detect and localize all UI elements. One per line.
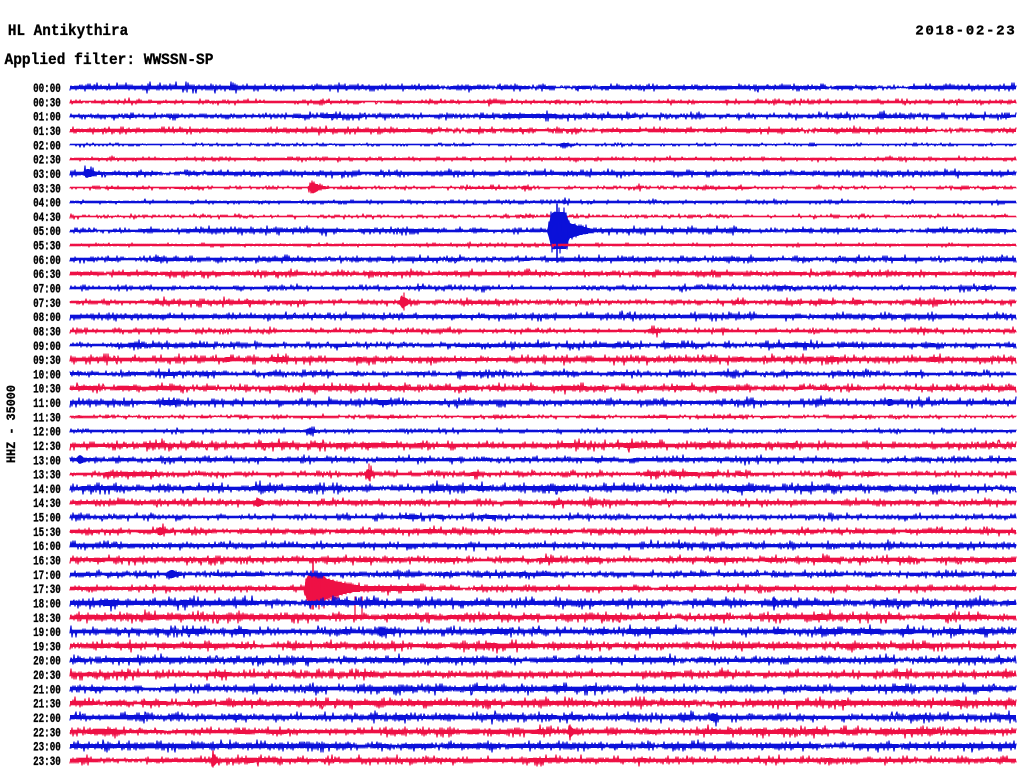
svg-text:HL Antikythira: HL Antikythira <box>8 22 129 40</box>
svg-text:07:30: 07:30 <box>33 296 61 311</box>
svg-text:05:00: 05:00 <box>33 224 61 239</box>
svg-text:23:00: 23:00 <box>33 740 61 755</box>
svg-text:04:30: 04:30 <box>33 210 61 225</box>
svg-text:15:30: 15:30 <box>33 525 61 540</box>
svg-text:20:00: 20:00 <box>33 654 61 669</box>
svg-text:17:30: 17:30 <box>33 582 61 597</box>
svg-text:16:00: 16:00 <box>33 539 61 554</box>
svg-text:15:00: 15:00 <box>33 511 61 526</box>
svg-text:01:30: 01:30 <box>33 124 61 139</box>
svg-text:18:30: 18:30 <box>33 611 61 626</box>
svg-text:22:30: 22:30 <box>33 725 61 740</box>
svg-text:17:00: 17:00 <box>33 568 61 583</box>
svg-text:09:00: 09:00 <box>33 339 61 354</box>
svg-text:08:30: 08:30 <box>33 325 61 340</box>
svg-text:08:00: 08:00 <box>33 310 61 325</box>
svg-text:02:30: 02:30 <box>33 153 61 168</box>
svg-text:16:30: 16:30 <box>33 554 61 569</box>
svg-text:00:30: 00:30 <box>33 95 61 110</box>
svg-text:10:30: 10:30 <box>33 382 61 397</box>
svg-text:HHZ - 35000: HHZ - 35000 <box>4 385 19 463</box>
svg-text:Applied filter: WWSSN-SP: Applied filter: WWSSN-SP <box>5 51 214 69</box>
svg-text:01:00: 01:00 <box>33 110 61 125</box>
svg-text:14:30: 14:30 <box>33 496 61 511</box>
svg-text:2018-02-23: 2018-02-23 <box>915 23 1015 39</box>
svg-text:23:30: 23:30 <box>33 754 61 769</box>
svg-text:06:00: 06:00 <box>33 253 61 268</box>
svg-text:05:30: 05:30 <box>33 239 61 254</box>
svg-text:13:30: 13:30 <box>33 468 61 483</box>
svg-text:06:30: 06:30 <box>33 267 61 282</box>
svg-text:14:00: 14:00 <box>33 482 61 497</box>
svg-text:03:30: 03:30 <box>33 181 61 196</box>
svg-text:12:30: 12:30 <box>33 439 61 454</box>
svg-text:13:00: 13:00 <box>33 453 61 468</box>
svg-text:00:00: 00:00 <box>33 81 61 96</box>
svg-text:04:00: 04:00 <box>33 196 61 211</box>
svg-text:11:30: 11:30 <box>33 410 61 425</box>
svg-text:02:00: 02:00 <box>33 138 61 153</box>
svg-text:03:00: 03:00 <box>33 167 61 182</box>
svg-text:11:00: 11:00 <box>33 396 61 411</box>
svg-text:21:00: 21:00 <box>33 682 61 697</box>
svg-text:20:30: 20:30 <box>33 668 61 683</box>
svg-text:18:00: 18:00 <box>33 596 61 611</box>
svg-text:19:00: 19:00 <box>33 625 61 640</box>
svg-text:21:30: 21:30 <box>33 697 61 712</box>
svg-text:12:00: 12:00 <box>33 425 61 440</box>
svg-text:07:00: 07:00 <box>33 282 61 297</box>
svg-text:09:30: 09:30 <box>33 353 61 368</box>
svg-text:22:00: 22:00 <box>33 711 61 726</box>
svg-text:10:00: 10:00 <box>33 367 61 382</box>
svg-text:19:30: 19:30 <box>33 639 61 654</box>
